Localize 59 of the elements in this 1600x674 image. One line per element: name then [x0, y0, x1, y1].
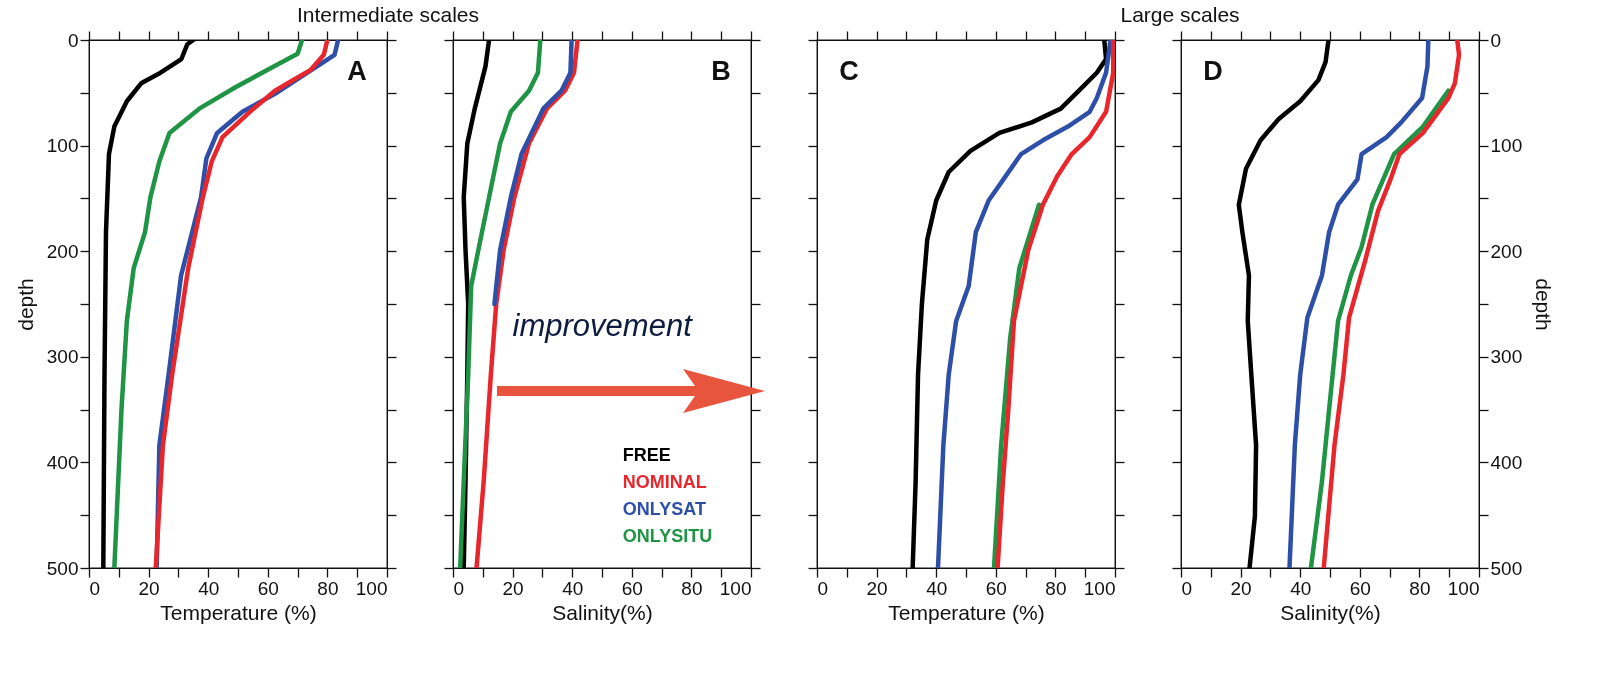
x-tick-label: 40 — [562, 577, 584, 599]
y2-tick-label: 400 — [1490, 451, 1523, 473]
text: NOMINAL — [622, 472, 707, 492]
x-tick-label: 60 — [985, 577, 1007, 599]
x-tick-label: 20 — [1230, 577, 1252, 599]
y2-tick-label: 0 — [1490, 29, 1502, 51]
x-axis-title: Salinity(%) — [1280, 600, 1381, 624]
line-series — [1308, 88, 1451, 568]
line-series — [112, 40, 305, 568]
x-tick-label: 20 — [502, 577, 524, 599]
y-tick-label: 0 — [67, 29, 79, 51]
x-axis-title: Temperature (%) — [160, 600, 317, 624]
annotation: improvement — [512, 307, 694, 343]
text: FREE — [622, 445, 671, 465]
x-tick-label: 100 — [355, 577, 388, 599]
y-tick-label: 100 — [46, 135, 79, 157]
x-tick-label: 40 — [926, 577, 948, 599]
x-tick-label: 80 — [1045, 577, 1067, 599]
line-series — [1287, 40, 1431, 568]
text: Large scales — [1120, 2, 1240, 26]
x-tick-label: 20 — [138, 577, 160, 599]
annotation: C — [839, 56, 859, 86]
line-series — [101, 40, 196, 568]
text: ONLYSITU — [622, 526, 713, 546]
y-tick-label: 400 — [46, 451, 79, 473]
x-tick-label: 60 — [621, 577, 643, 599]
annotation: B — [711, 56, 731, 86]
x-tick-label: 40 — [198, 577, 220, 599]
y2-tick-label: 200 — [1490, 240, 1523, 262]
y2-tick-label: 100 — [1490, 135, 1523, 157]
y-tick-label: 500 — [46, 557, 79, 579]
x-tick-label: 0 — [817, 577, 829, 599]
x-tick-label: 80 — [1409, 577, 1431, 599]
line-series — [1321, 40, 1462, 568]
x-tick-label: 60 — [257, 577, 279, 599]
x-tick-label: 80 — [317, 577, 339, 599]
annotation: D — [1203, 56, 1223, 86]
x-tick-label: 0 — [89, 577, 101, 599]
x-tick-label: 80 — [681, 577, 703, 599]
x-tick-label: 60 — [1349, 577, 1371, 599]
x-tick-label: 0 — [1181, 577, 1193, 599]
x-tick-label: 40 — [1290, 577, 1312, 599]
text: ONLYSAT — [622, 499, 706, 519]
y-tick-label: 300 — [46, 346, 79, 368]
x-tick-label: 20 — [866, 577, 888, 599]
x-axis-title: Salinity(%) — [552, 600, 653, 624]
x-axis-title: Temperature (%) — [888, 600, 1045, 624]
annotation: A — [347, 56, 367, 86]
y-tick-label: 200 — [46, 240, 79, 262]
line-series — [1236, 40, 1331, 568]
x-tick-label: 0 — [453, 577, 465, 599]
x-tick-label: 100 — [1083, 577, 1116, 599]
y2-axis-title: depth — [1532, 278, 1556, 331]
chart-title: Intermediate scales — [296, 2, 480, 26]
x-tick-label: 100 — [719, 577, 752, 599]
y2-tick-label: 300 — [1490, 346, 1523, 368]
y2-tick-label: 500 — [1490, 557, 1523, 579]
y-axis-title: depth — [13, 278, 37, 331]
x-tick-label: 100 — [1447, 577, 1480, 599]
